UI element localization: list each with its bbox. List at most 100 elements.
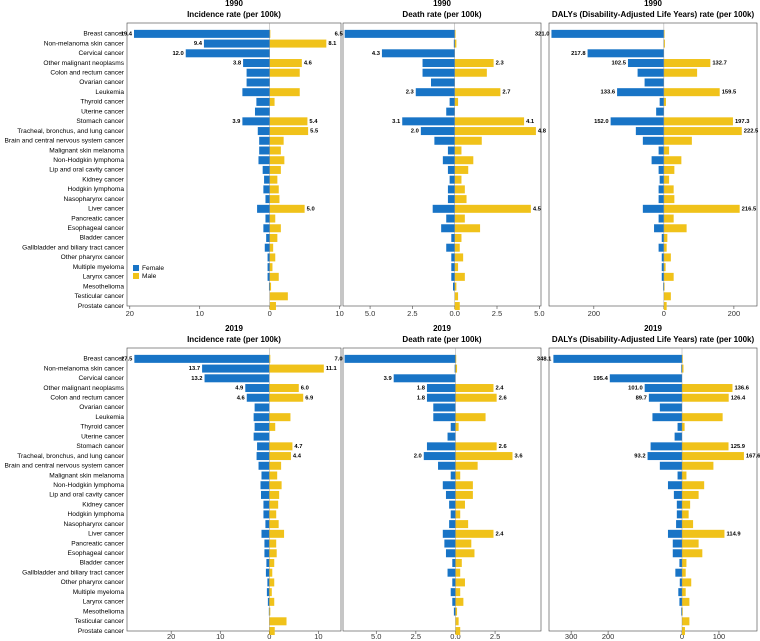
bar (269, 597, 275, 606)
category-label: Leukemia (95, 414, 124, 421)
bar (682, 422, 685, 431)
value-label: 125.9 (731, 444, 746, 450)
bar (426, 384, 456, 393)
category-label: Brain and central nervous system cancer (5, 463, 125, 470)
bar (269, 185, 279, 194)
bar (455, 422, 459, 431)
category-label: Colon and rectum cancer (50, 69, 124, 76)
x-tick-label: 20 (126, 309, 134, 318)
category-label: Liver cancer (88, 531, 125, 538)
panel-title: Incidence rate (per 100k) (187, 10, 281, 19)
bar (663, 272, 674, 281)
value-label: 321.0 (535, 31, 550, 37)
value-label: 1.8 (417, 386, 426, 392)
x-tick-label: 10 (216, 632, 224, 641)
bar (269, 253, 276, 262)
bar (203, 39, 270, 48)
panel-year: 2019 (225, 324, 243, 333)
value-label: 2.3 (406, 90, 415, 96)
value-label: 132.7 (712, 61, 727, 67)
bar (269, 442, 293, 451)
category-label: Gallbladder and biliary tract cancer (22, 244, 125, 251)
category-label: Non-Hodgkin lymphoma (53, 157, 124, 164)
bar (454, 263, 459, 272)
bar (682, 490, 699, 499)
category-label: Hodgkin lymphoma (68, 511, 125, 518)
bar (454, 29, 456, 38)
bar (381, 49, 455, 58)
bar (682, 607, 683, 616)
value-label: 195.4 (593, 376, 608, 382)
bar (445, 490, 456, 499)
bar (610, 117, 664, 126)
panel-year: 1990 (225, 0, 243, 8)
panel-year: 1990 (644, 0, 662, 8)
bar (663, 156, 682, 165)
bar (451, 263, 455, 272)
panel-border (342, 347, 542, 632)
bar (682, 549, 703, 558)
bar (267, 272, 270, 281)
x-tick-label: 20 (167, 632, 175, 641)
bar (269, 59, 302, 68)
category-label: Ovarian cancer (79, 404, 125, 411)
bar (269, 500, 279, 509)
bar (269, 578, 275, 587)
bar (454, 97, 459, 106)
category-label: Liver cancer (88, 206, 125, 213)
value-label: 217.8 (571, 51, 586, 57)
bar (682, 442, 729, 451)
bar (426, 393, 456, 402)
bar (674, 432, 683, 441)
bar (663, 127, 742, 136)
x-tick-label: 2.5 (492, 309, 502, 318)
category-label: Multiple myeloma (73, 589, 125, 596)
category-label: Kidney cancer (82, 501, 125, 508)
panel-year: 2019 (644, 324, 662, 333)
bar (455, 568, 461, 577)
bar (454, 175, 462, 184)
bar (663, 224, 687, 233)
bar (254, 422, 270, 431)
bar (134, 354, 270, 363)
bar (267, 253, 270, 262)
bar (454, 185, 465, 194)
bar (269, 302, 276, 311)
category-label: Lip and oral cavity cancer (49, 167, 125, 174)
bar (447, 432, 456, 441)
bar (455, 354, 457, 363)
bar (663, 243, 667, 252)
value-label: 89.7 (636, 395, 647, 401)
bar (682, 471, 687, 480)
panel-border (126, 22, 342, 307)
category-label: Thyroid cancer (80, 99, 124, 106)
bar (659, 175, 664, 184)
bar (446, 107, 455, 116)
bar (269, 471, 278, 480)
bar (656, 107, 664, 116)
value-label: 5.0 (307, 206, 315, 212)
bar (663, 292, 671, 301)
x-tick-label: 100 (713, 632, 726, 641)
value-label: 19.4 (121, 31, 133, 37)
x-tick-label: 0 (268, 309, 272, 318)
bar (269, 549, 277, 558)
bar (269, 422, 276, 431)
bar (678, 588, 683, 597)
value-label: 167.6 (746, 454, 760, 460)
bar (269, 413, 291, 422)
bar (402, 117, 455, 126)
category-label: Thyroid cancer (80, 424, 124, 431)
x-tick-label: 300 (565, 632, 578, 641)
bar (269, 481, 282, 490)
bar (682, 558, 687, 567)
bar (449, 500, 456, 509)
bar (455, 384, 494, 393)
value-label: 5.5 (310, 129, 319, 135)
panel-title: Death rate (per 100k) (402, 335, 481, 344)
bar (447, 195, 455, 204)
bar (663, 165, 675, 174)
bar (258, 461, 270, 470)
bar (269, 461, 282, 470)
bar (260, 481, 270, 490)
